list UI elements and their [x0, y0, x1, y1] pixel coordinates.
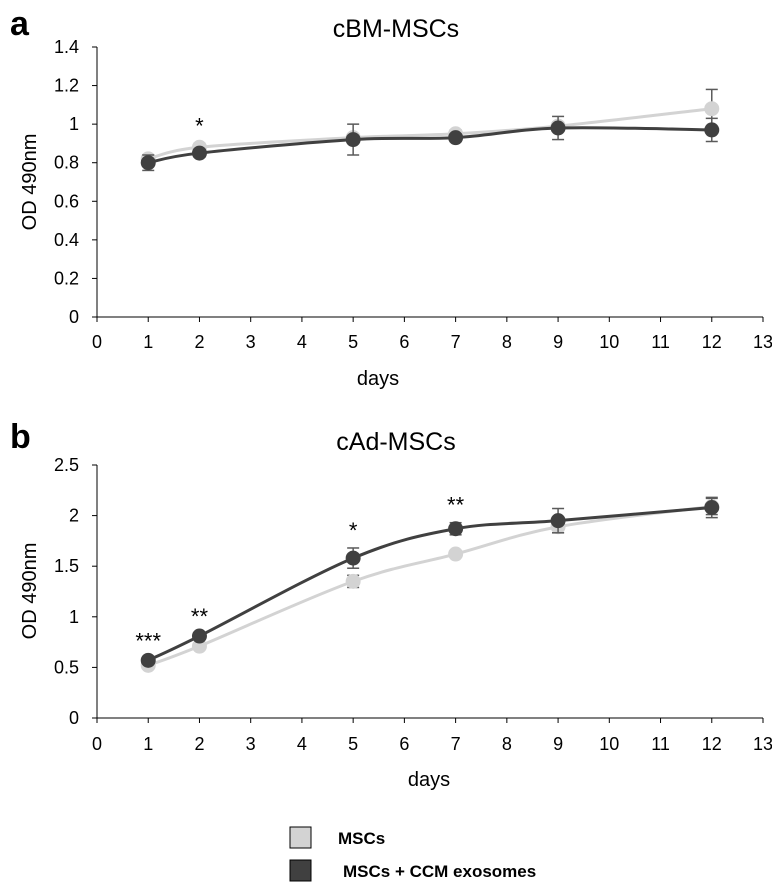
- series-line: [147, 505, 712, 667]
- data-point: [704, 101, 720, 117]
- x-tick-label: 8: [502, 332, 512, 352]
- data-point: [448, 546, 464, 562]
- x-tick-label: 11: [651, 734, 670, 754]
- x-tick-label: 1: [143, 734, 153, 754]
- chart-cad-mscs: cAd-MSCs days OD 490nm 00.511.522.50 1 2 3 4…: [19, 428, 772, 791]
- x-axis-label: days: [357, 368, 399, 390]
- x-tick-label: 11: [651, 332, 670, 352]
- x-tick-label: 7: [451, 332, 461, 352]
- data-point: [448, 521, 464, 537]
- chart-title: cBM-MSCs: [333, 15, 459, 43]
- y-tick-label: 1: [69, 114, 79, 134]
- significance-marker: **: [191, 604, 209, 629]
- data-point: [140, 155, 156, 171]
- series-line: [147, 506, 712, 662]
- x-tick-label: 9: [553, 734, 563, 754]
- x-tick-label: 10: [599, 734, 619, 754]
- data-point: [550, 513, 566, 529]
- panel-letter-b: b: [10, 418, 31, 456]
- y-tick-label: 2: [69, 506, 79, 526]
- y-tick-label: 0.5: [54, 657, 79, 677]
- x-tick-label: 3: [246, 332, 256, 352]
- legend-label-msc-exosomes: MSCs + CCM exosomes: [343, 862, 536, 881]
- series-msc-exosomes: [140, 496, 720, 668]
- y-tick-label: 0: [69, 708, 79, 728]
- series-line: [147, 107, 712, 161]
- data-point: [345, 132, 361, 148]
- data-point: [191, 145, 207, 161]
- y-tick-label: 1.4: [54, 37, 79, 57]
- y-tick-label: 0: [69, 307, 79, 327]
- panel-letter-a: a: [10, 5, 30, 43]
- chart-cbm-mscs: cBM-MSCs days OD 490nm 0 0.2 0.4 0.6 0.8 1 1.2…: [19, 15, 772, 390]
- x-tick-label: 7: [451, 734, 461, 754]
- x-tick-label: 12: [702, 332, 722, 352]
- x-axis-label: days: [408, 769, 450, 791]
- data-point: [345, 573, 361, 589]
- series-msc-exosomes: [140, 115, 720, 172]
- x-tick-label: 12: [702, 734, 722, 754]
- y-tick-label: 0.6: [54, 191, 79, 211]
- legend-swatch-msc-exosomes: [289, 859, 312, 882]
- data-point: [448, 130, 464, 146]
- significance-marker: *: [349, 518, 358, 543]
- x-tick-label: 13: [753, 734, 772, 754]
- legend: MSCs MSCs + CCM exosomes: [289, 826, 536, 882]
- x-tick-label: 8: [502, 734, 512, 754]
- data-point: [550, 120, 566, 136]
- x-tick-label: 3: [246, 734, 256, 754]
- y-tick-label: 0.8: [54, 153, 79, 173]
- y-tick-label: 1.5: [54, 556, 79, 576]
- y-axis-label: OD 490nm: [19, 543, 41, 640]
- x-tick-label: 13: [753, 332, 772, 352]
- x-tick-label: 4: [297, 734, 307, 754]
- x-tick-label: 1: [143, 332, 153, 352]
- x-tick-label: 2: [194, 332, 204, 352]
- data-point: [191, 628, 207, 644]
- y-tick-label: 2.5: [54, 455, 79, 475]
- x-tick-label: 6: [399, 332, 409, 352]
- chart-title: cAd-MSCs: [336, 428, 455, 456]
- y-tick-label: 1: [69, 607, 79, 627]
- legend-swatch-msc: [289, 826, 312, 849]
- data-point: [140, 652, 156, 668]
- y-tick-label: 0.2: [54, 268, 79, 288]
- x-tick-label: 5: [348, 734, 358, 754]
- x-tick-label: 4: [297, 332, 307, 352]
- significance-marker: ***: [135, 628, 161, 653]
- data-point: [704, 122, 720, 138]
- data-point: [704, 500, 720, 516]
- data-point: [345, 550, 361, 566]
- x-tick-label: 6: [399, 734, 409, 754]
- x-tick-label: 2: [194, 734, 204, 754]
- significance-marker: *: [195, 113, 204, 138]
- series-msc: [140, 497, 720, 673]
- significance-marker: **: [447, 493, 465, 518]
- x-tick-label: 9: [553, 332, 563, 352]
- x-tick-label: 10: [599, 332, 619, 352]
- y-tick-label: 0.4: [54, 230, 79, 250]
- legend-label-msc: MSCs: [338, 829, 385, 848]
- x-tick-label: 0: [92, 734, 102, 754]
- x-tick-label: 0: [92, 332, 102, 352]
- y-tick-label: 1.2: [54, 76, 79, 96]
- y-axis-label: OD 490nm: [19, 134, 41, 231]
- x-tick-label: 5: [348, 332, 358, 352]
